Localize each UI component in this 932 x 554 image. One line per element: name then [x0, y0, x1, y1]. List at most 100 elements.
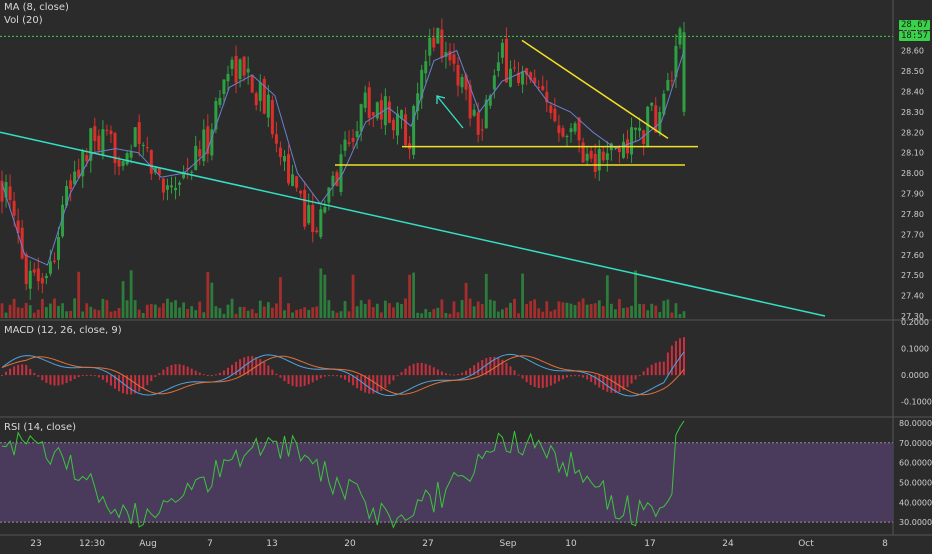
volume-bar	[210, 282, 214, 318]
last-price-badge: 28.67	[899, 20, 931, 30]
volume-bar	[464, 282, 468, 318]
volume-bar	[218, 308, 222, 318]
volume-bar	[113, 310, 117, 318]
candle-body	[44, 275, 48, 279]
time-tick-label: 23	[30, 539, 41, 549]
macd-histogram-bar	[295, 375, 298, 387]
volume-bar	[521, 273, 524, 318]
candle-body	[476, 112, 480, 135]
candle-body	[182, 171, 186, 179]
candle-body	[468, 85, 472, 119]
time-tick-label: 10	[565, 539, 577, 549]
macd-histogram-bar	[477, 362, 480, 376]
macd-histogram-bar	[186, 366, 189, 376]
candle-body	[412, 105, 416, 155]
volume-bar	[12, 298, 16, 318]
macd-histogram-bar	[622, 375, 625, 391]
ma-indicator-label[interactable]: MA (8, close)	[4, 2, 69, 13]
candle-body	[557, 125, 561, 134]
macd-histogram-bar	[61, 375, 64, 385]
time-tick-label: 12:30	[79, 539, 105, 549]
price-tick-label: 27.50	[901, 271, 924, 280]
volume-bar	[291, 312, 294, 318]
macd-histogram-bar	[1, 375, 3, 377]
candle-body	[331, 175, 335, 187]
macd-histogram-bar	[529, 375, 532, 386]
macd-histogram-bar	[380, 375, 383, 391]
macd-histogram-bar	[392, 375, 395, 381]
volume-indicator-label[interactable]: Vol (20)	[4, 15, 43, 26]
macd-histogram-bar	[396, 375, 399, 377]
volume-bar	[307, 309, 311, 318]
volume-bar	[605, 275, 609, 318]
candle-body	[319, 209, 323, 237]
macd-histogram-bar	[206, 374, 209, 376]
volume-bar	[674, 303, 678, 318]
macd-histogram-bar	[235, 361, 238, 376]
macd-histogram-bar	[574, 375, 577, 377]
macd-histogram-bar	[642, 371, 645, 376]
macd-histogram-bar	[194, 370, 197, 376]
candle-body	[153, 167, 157, 173]
volume-bar	[517, 313, 520, 318]
candle-body	[513, 67, 517, 69]
arrow-annotation-shaft	[436, 95, 464, 129]
volume-bar	[133, 300, 137, 318]
macd-histogram-bar	[658, 361, 661, 376]
volume-bar	[279, 277, 282, 318]
candle-body	[234, 55, 238, 83]
volume-bar	[327, 300, 331, 318]
candle-body	[262, 78, 266, 114]
macd-histogram-bar	[384, 375, 387, 388]
macd-histogram-bar	[549, 375, 552, 386]
candle-body	[274, 134, 278, 144]
volume-bar	[270, 307, 274, 318]
volume-bar	[262, 306, 266, 318]
candle-body	[460, 77, 464, 88]
macd-tick-label: 0.2000	[901, 318, 929, 327]
volume-bar	[266, 302, 270, 318]
candle-body	[613, 147, 617, 149]
macd-histogram-bar	[182, 365, 185, 376]
volume-bar	[97, 310, 101, 318]
candle-body	[226, 73, 230, 82]
macd-indicator-label[interactable]: MACD (12, 26, close, 9)	[4, 325, 122, 336]
candle-body	[16, 220, 20, 234]
macd-histogram-bar	[101, 375, 104, 380]
macd-histogram-bar	[364, 375, 367, 393]
volume-bar	[93, 309, 97, 318]
macd-histogram-bar	[279, 375, 282, 378]
volume-bar	[638, 303, 642, 318]
macd-histogram-bar	[29, 368, 32, 376]
candle-body	[561, 128, 565, 137]
macd-histogram-bar	[134, 375, 137, 394]
volume-bar	[383, 300, 387, 318]
candle-body	[496, 62, 500, 71]
candle-body	[121, 161, 125, 166]
candle-body	[178, 182, 182, 185]
volume-bar	[436, 307, 440, 318]
volume-bar	[178, 307, 181, 318]
macd-histogram-bar	[93, 375, 96, 377]
volume-bar	[355, 306, 359, 318]
macd-histogram-bar	[505, 362, 508, 376]
volume-bar	[222, 313, 226, 318]
macd-histogram-bar	[263, 361, 266, 376]
candle-body	[375, 102, 379, 119]
volume-bar	[258, 300, 262, 318]
macd-histogram-bar	[118, 375, 121, 392]
rsi-tick-label: 30.0000	[899, 518, 932, 527]
candle-body	[549, 105, 553, 113]
volume-bar	[363, 303, 367, 318]
macd-histogram-bar	[497, 357, 500, 376]
candle-body	[36, 268, 40, 282]
volume-bar	[468, 298, 472, 318]
candle-body	[202, 129, 206, 162]
macd-histogram-bar	[626, 375, 629, 388]
volume-bar	[440, 299, 444, 318]
rsi-indicator-label[interactable]: RSI (14, close)	[4, 422, 77, 433]
candle-body	[89, 128, 93, 161]
macd-tick-label: 0.0000	[901, 371, 929, 380]
